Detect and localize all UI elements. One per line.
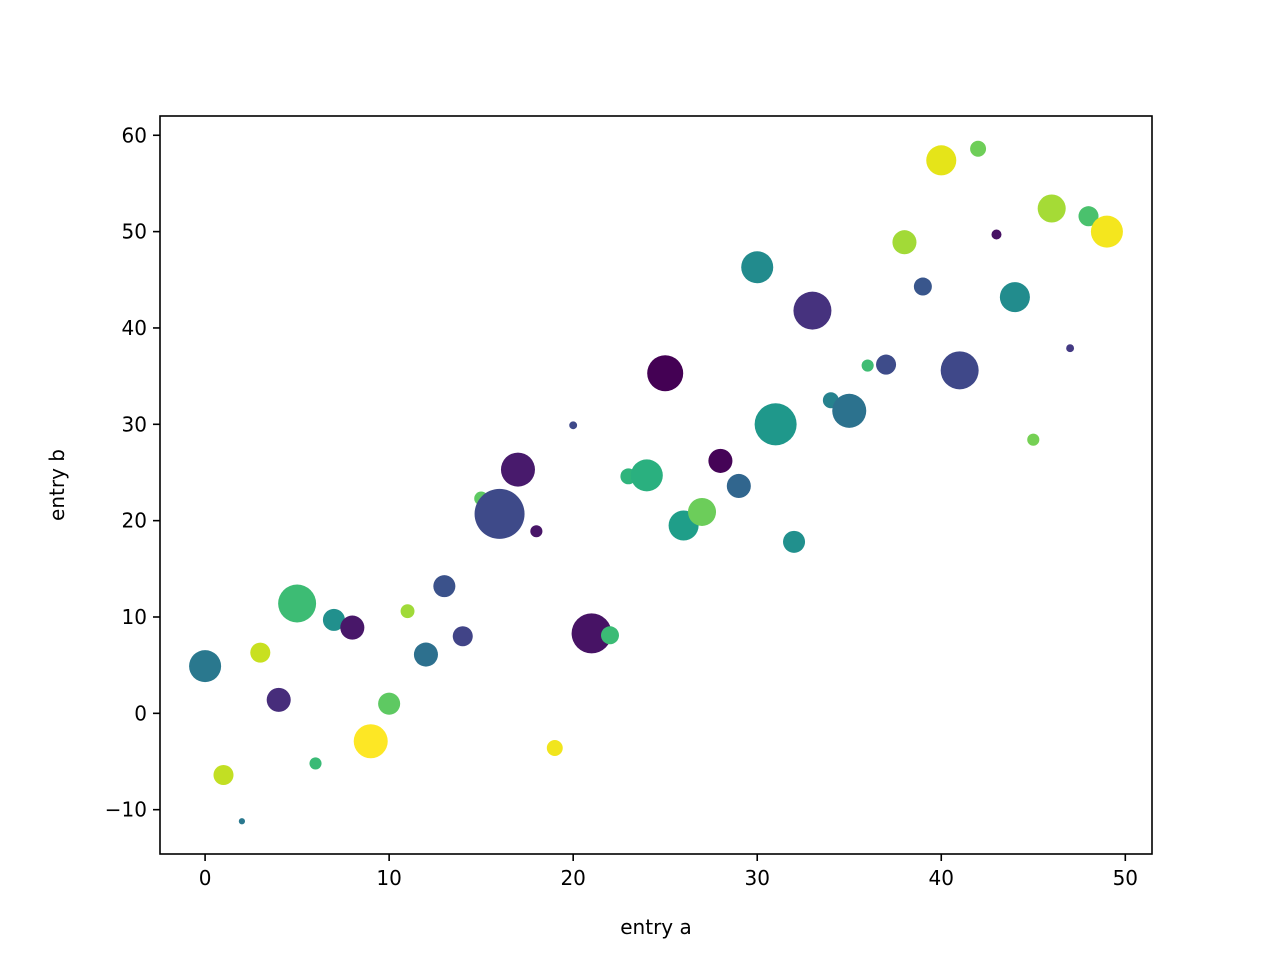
scatter-point: [1037, 194, 1066, 223]
scatter-point: [1078, 206, 1099, 227]
scatter-point: [250, 642, 271, 663]
y-tick-label: 40: [122, 316, 147, 340]
scatter-point: [340, 615, 365, 640]
scatter-point: [238, 818, 246, 825]
scatter-point: [530, 525, 543, 538]
y-tick-label: 20: [122, 509, 147, 533]
y-tick-label: 10: [122, 605, 147, 629]
scatter-point: [726, 473, 751, 498]
scatter-point: [353, 724, 388, 759]
scatter-point: [278, 584, 317, 623]
scatter-point: [309, 757, 322, 770]
scatter-point: [861, 359, 874, 372]
scatter-point: [1066, 344, 1075, 353]
y-tick-label: 30: [122, 412, 147, 436]
scatter-point: [1027, 433, 1040, 446]
scatter-point: [754, 403, 797, 446]
scatter-point: [783, 530, 806, 553]
scatter-point: [600, 626, 619, 645]
scatter-point: [940, 351, 979, 390]
x-axis-label: entry a: [620, 915, 692, 939]
scatter-point: [926, 145, 957, 176]
scatter-point: [741, 251, 774, 284]
scatter-point: [687, 497, 717, 527]
x-tick-label: 30: [744, 866, 769, 890]
scatter-point: [322, 608, 345, 631]
y-tick-label: −10: [105, 798, 147, 822]
scatter-point: [546, 740, 563, 756]
y-axis: −10 0 10 20 30 40 50 60: [105, 123, 160, 822]
points-layer: [189, 140, 1123, 825]
y-tick-label: 50: [122, 220, 147, 244]
scatter-point: [1090, 215, 1123, 248]
scatter-point: [647, 355, 684, 392]
scatter-point: [876, 354, 897, 375]
scatter-point: [708, 448, 733, 473]
scatter-point: [474, 488, 525, 539]
scatter-point: [213, 764, 234, 786]
x-tick-label: 20: [560, 866, 585, 890]
scatter-point: [569, 421, 578, 430]
scatter-point: [970, 140, 987, 157]
scatter-point: [266, 687, 291, 712]
scatter-point: [630, 459, 663, 492]
y-tick-label: 60: [122, 123, 147, 147]
y-axis-label: entry b: [45, 449, 69, 521]
scatter-point: [189, 650, 222, 683]
scatter-point: [892, 230, 917, 255]
scatter-point: [913, 277, 932, 296]
scatter-point: [433, 575, 456, 598]
x-tick-label: 50: [1113, 866, 1138, 890]
x-tick-label: 10: [376, 866, 401, 890]
scatter-point: [500, 452, 535, 487]
scatter-point: [378, 692, 401, 715]
plot-frame: [159, 115, 1153, 855]
scatter-point: [793, 291, 832, 330]
scatter-point: [991, 229, 1002, 240]
x-tick-label: 40: [929, 866, 954, 890]
scatter-point: [400, 604, 415, 619]
x-axis: 0 10 20 30 40 50: [199, 854, 1138, 890]
x-tick-label: 0: [199, 866, 212, 890]
y-tick-label: 0: [134, 701, 147, 725]
scatter-point: [999, 282, 1030, 313]
scatter-point: [413, 642, 438, 667]
scatter-point: [832, 393, 867, 428]
scatter-point: [452, 626, 473, 647]
scatter-point: [571, 613, 612, 654]
